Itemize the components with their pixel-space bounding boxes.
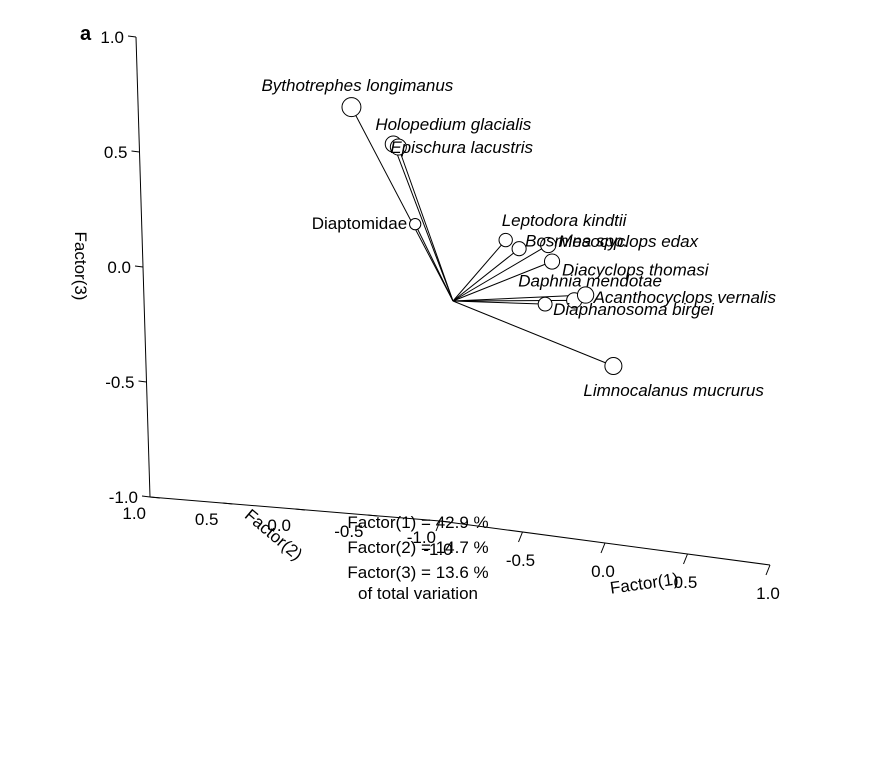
variance-factor3: Factor(3) = 13.6 % (347, 563, 488, 582)
loading-vector (452, 261, 553, 302)
factor1-tick (683, 553, 688, 565)
factor1-tick (435, 520, 441, 532)
factor3-tick (127, 35, 137, 38)
species-label: Bythotrephes longimanus (261, 76, 453, 95)
factor3-axis-title: Factor(3) (71, 232, 90, 301)
factor1-tick (518, 531, 523, 543)
loading-point-marker (540, 236, 557, 254)
loading-vector (452, 300, 614, 367)
factor3-tick-label: 0.0 (107, 258, 131, 277)
factor2-axis-title: Factor(2) (241, 505, 306, 564)
loading-point-marker (341, 97, 362, 118)
factor3-tick (141, 495, 151, 498)
point-labels: Bythotrephes longimanus Holopedium glacia… (261, 76, 776, 400)
factor2-tick (439, 520, 451, 523)
factor3-tick (131, 150, 140, 153)
loading-point-marker (576, 286, 595, 304)
loading-vector (452, 300, 546, 305)
species-label: Diaphanosoma birgei (553, 300, 715, 319)
loading-point-marker (498, 232, 513, 248)
species-label: Bosmina spp. (525, 232, 628, 251)
loading-vector (452, 244, 549, 302)
variance-factor1: Factor(1) = 42.9 % (347, 513, 488, 532)
loading-point-marker (389, 138, 407, 156)
factor1-tick (765, 564, 771, 576)
factor3-tick-label: -0.5 (105, 373, 134, 392)
loading-vector (452, 248, 520, 302)
loading-vector (452, 299, 575, 302)
species-label: Acanthocyclops vernalis (593, 288, 777, 307)
loading-point-marker (409, 217, 422, 231)
loading-vector (397, 146, 454, 302)
loading-points (341, 97, 623, 376)
factor2-tick-label: 0.5 (195, 510, 219, 529)
loading-vector (414, 223, 454, 302)
factor1-axis-title: Factor(1) (609, 569, 680, 597)
factor3-tick-label: 1.0 (100, 28, 124, 47)
species-label: Leptodora kindtii (502, 211, 628, 230)
factor2-tick-label: 0.0 (267, 516, 291, 535)
factor3-tick-label: 0.5 (104, 143, 128, 162)
factor1-tick-label: -1.0 (423, 540, 452, 559)
factor2-tick (149, 496, 161, 499)
factor2-tick (294, 508, 306, 511)
species-label: Holopedium glacialis (375, 115, 531, 134)
factor1-tick-label: -0.5 (506, 551, 535, 570)
panel-label: a (80, 23, 92, 45)
loading-vectors (351, 106, 614, 367)
factor3-tick-label: -1.0 (109, 488, 138, 507)
factor3-tick (138, 380, 147, 383)
loading-point-marker (511, 241, 527, 257)
species-label: Epischura lacustris (390, 138, 533, 157)
factor2-tick-label: -0.5 (334, 522, 363, 541)
species-label: Diacyclops thomasi (562, 261, 710, 280)
loading-vector (351, 106, 454, 302)
loading-point-marker (604, 356, 623, 376)
factor3-tick (134, 265, 144, 268)
factor1-tick-label: 1.0 (756, 584, 780, 603)
variance-summary: Factor(1) = 42.9 % Factor(2) = 14.7 % Fa… (347, 513, 488, 603)
factor1-tick-label: 0.0 (591, 562, 615, 581)
loading-vector (392, 143, 454, 302)
factor1-tick (600, 542, 606, 554)
factor2-tick (222, 502, 233, 505)
factor2-tick-label: -1.0 (407, 528, 436, 547)
loading-vector (452, 294, 586, 302)
variance-caption: of total variation (358, 584, 478, 603)
loading-point-marker (537, 296, 553, 312)
species-label: Limnocalanus mucrurus (583, 381, 764, 400)
species-label: Diaptomidae (312, 214, 407, 233)
factor2-tick-label: 1.0 (122, 504, 146, 523)
species-label: Daphnia mendotae (518, 271, 662, 290)
loading-vector (452, 239, 507, 302)
loading-point-marker (543, 253, 561, 270)
factor1-tick-label: 0.5 (674, 573, 698, 592)
species-label: Mesocyclops edax (558, 232, 698, 251)
variance-factor2: Factor(2) = 14.7 % (347, 538, 488, 557)
factor2-tick (367, 514, 378, 517)
